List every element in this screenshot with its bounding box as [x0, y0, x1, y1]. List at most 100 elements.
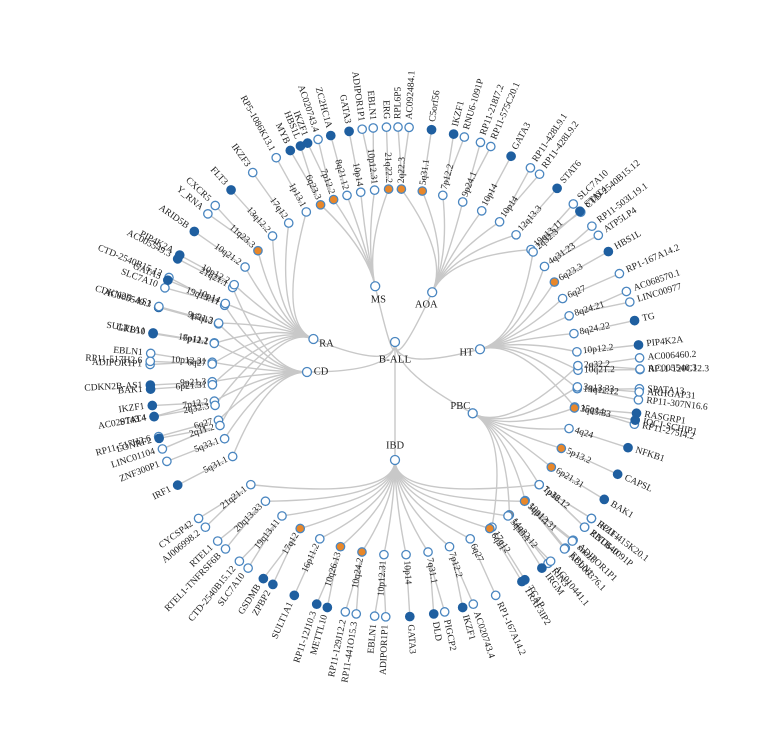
- locus-node: [209, 338, 220, 349]
- locus-node: [556, 443, 567, 454]
- locus-label: 16p11.2: [300, 542, 322, 574]
- edge: [265, 459, 396, 502]
- gene-node: [534, 169, 545, 180]
- locus-label: 10p12.31: [377, 560, 389, 596]
- locus-node: [245, 479, 256, 490]
- labels-layer: B-ALLMS6q23.3MYBHBS1L7p12.2IKZF1AC020743…: [84, 70, 709, 683]
- gene-node: [268, 579, 278, 590]
- gene-node: [428, 609, 439, 619]
- gene-node: [587, 221, 597, 232]
- gene-node: [567, 536, 578, 546]
- locus-node: [476, 206, 487, 216]
- gene-label: EBLN1: [367, 623, 379, 654]
- root-label: B-ALL: [379, 354, 412, 366]
- gene-node: [624, 297, 635, 307]
- locus-node: [465, 533, 476, 544]
- locus-label: 7p12.2: [182, 397, 210, 411]
- gene-node: [633, 340, 644, 350]
- locus-node: [457, 197, 468, 207]
- locus-node: [240, 262, 250, 272]
- gene-label: IKZF3: [229, 142, 252, 169]
- locus-node: [549, 277, 560, 287]
- gene-node: [380, 611, 391, 622]
- locus-node: [437, 190, 448, 201]
- gene-label: HBS1L: [613, 229, 643, 252]
- gene-node: [271, 152, 282, 163]
- gene-node: [599, 494, 610, 505]
- gene-label: ADIPOR1P1: [379, 624, 391, 675]
- gene-label: RP11-517H2.6: [85, 354, 143, 366]
- locus-label: 10q21.2: [584, 365, 615, 375]
- branch-node-ht: [474, 344, 486, 355]
- gene-label: ARID5B: [157, 203, 191, 231]
- gene-node: [579, 522, 590, 533]
- gene-node: [635, 364, 645, 374]
- gene-node: [258, 573, 269, 584]
- edge: [232, 287, 308, 373]
- gene-node: [302, 138, 313, 148]
- gene-node: [234, 556, 245, 567]
- locus-label: 10p12.31: [365, 148, 379, 185]
- locus-node: [295, 523, 306, 534]
- locus-label: 9p24.1: [460, 170, 479, 198]
- locus-label: 10q21.2: [212, 242, 243, 268]
- locus-node: [220, 298, 231, 309]
- edge: [250, 459, 396, 490]
- gene-node: [621, 286, 632, 297]
- gene-label: GATA3: [511, 121, 534, 152]
- locus-node: [444, 541, 455, 552]
- gene-node: [593, 230, 604, 241]
- gene-node: [162, 275, 173, 286]
- locus-label: 8q24.21: [573, 300, 606, 319]
- gene-node: [145, 348, 156, 359]
- gene-label: ERG: [380, 100, 391, 119]
- locus-label: 5q31.1: [202, 455, 230, 476]
- locus-label: 6p21.31: [175, 380, 207, 392]
- locus-node: [227, 451, 238, 462]
- gene-node: [517, 576, 527, 587]
- gene-label: GATA3: [337, 94, 352, 125]
- gene-node: [220, 544, 231, 554]
- gene-node: [537, 563, 547, 573]
- gene-node: [203, 209, 213, 219]
- locus-node: [557, 293, 568, 304]
- edge: [479, 266, 546, 350]
- edge: [394, 341, 474, 414]
- gene-node: [340, 607, 351, 617]
- gene-node: [623, 442, 633, 453]
- locus-label: 6q23.3: [303, 174, 323, 202]
- locus-label: 5q31.1: [418, 158, 432, 186]
- gene-node: [506, 151, 516, 162]
- locus-label: 5p13.2: [565, 447, 593, 467]
- locus-node: [301, 207, 312, 217]
- gene-node: [368, 123, 379, 133]
- gene-node: [404, 122, 414, 133]
- locus-node: [569, 403, 580, 413]
- gene-label: BAK1: [118, 385, 144, 397]
- locus-node: [260, 496, 271, 507]
- locus-label: 7p12.1: [182, 334, 210, 348]
- branch-label-ms: MS: [371, 294, 386, 305]
- edge: [472, 412, 498, 528]
- locus-label: 6q27: [193, 417, 214, 432]
- gene-node: [633, 394, 644, 405]
- gene-node: [325, 130, 336, 141]
- locus-label: 10p12.2: [582, 343, 614, 356]
- gene-label: RP1-167A14.2: [494, 601, 527, 658]
- locus-node: [546, 462, 557, 473]
- gene-label: STAT6: [559, 159, 584, 186]
- edge: [479, 347, 576, 408]
- gene-node: [629, 315, 640, 326]
- branch-label-ibd: IBD: [386, 440, 405, 451]
- locus-label: 7p12.2: [440, 163, 457, 191]
- locus-node: [369, 185, 380, 195]
- gene-node: [630, 415, 641, 425]
- locus-node: [564, 310, 575, 321]
- gene-node: [426, 124, 437, 135]
- locus-node: [503, 511, 513, 521]
- locus-node: [207, 359, 218, 369]
- locus-label: 5q33.1: [193, 436, 221, 455]
- locus-node: [355, 187, 366, 198]
- gene-node: [490, 590, 501, 601]
- locus-node: [229, 279, 240, 290]
